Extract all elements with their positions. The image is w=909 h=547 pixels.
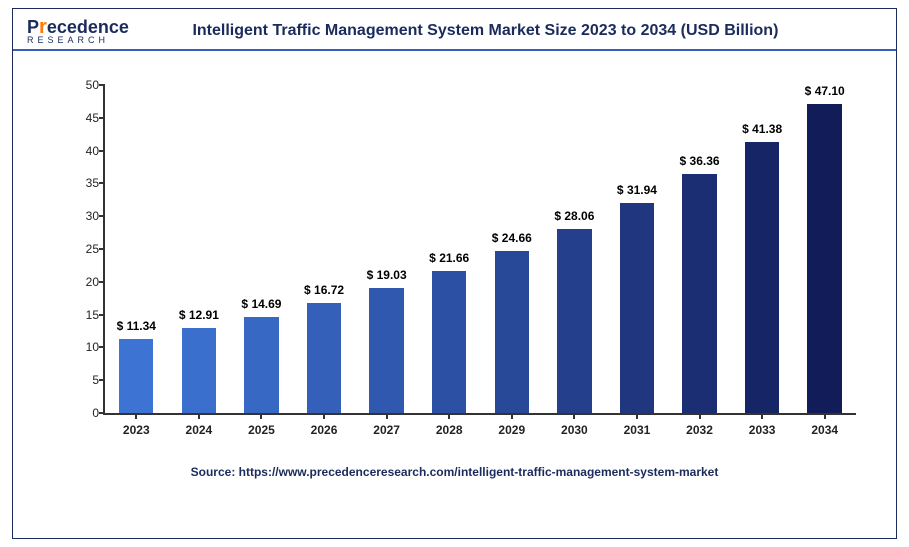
bar [119,339,153,413]
plot-region: 05101520253035404550$ 11.342023$ 12.9120… [103,85,856,415]
x-tick-label: 2024 [186,423,213,437]
x-tick-mark [699,413,701,419]
y-tick-label: 25 [71,242,99,256]
x-tick-mark [386,413,388,419]
bar-value-label: $ 24.66 [492,231,532,245]
logo-pre: P [27,18,39,36]
logo-post: ecedence [47,18,129,36]
y-tick-label: 15 [71,308,99,322]
y-tick-label: 45 [71,111,99,125]
x-tick-label: 2033 [749,423,776,437]
bar [682,174,716,413]
x-tick-label: 2027 [373,423,400,437]
x-tick-label: 2023 [123,423,150,437]
y-tick-label: 5 [71,373,99,387]
x-tick-label: 2032 [686,423,713,437]
logo: Precedence RESEARCH [27,17,149,45]
y-tick-mark [99,379,105,381]
bar-value-label: $ 41.38 [742,122,782,136]
y-tick-mark [99,117,105,119]
bar [557,229,591,413]
x-tick-mark [761,413,763,419]
bar [432,271,466,413]
y-tick-label: 20 [71,275,99,289]
y-tick-label: 40 [71,144,99,158]
y-tick-mark [99,346,105,348]
bar-value-label: $ 31.94 [617,183,657,197]
chart-card: Precedence RESEARCH Intelligent Traffic … [12,8,897,539]
y-tick-label: 10 [71,340,99,354]
y-tick-mark [99,84,105,86]
bar-value-label: $ 16.72 [304,283,344,297]
y-tick-label: 30 [71,209,99,223]
y-tick-label: 35 [71,176,99,190]
y-tick-mark [99,150,105,152]
bar [182,328,216,413]
logo-sub: RESEARCH [27,35,149,45]
bar [244,317,278,413]
bar [620,203,654,413]
source-text: Source: https://www.precedenceresearch.c… [13,465,896,479]
bar-value-label: $ 19.03 [367,268,407,282]
x-tick-mark [824,413,826,419]
x-tick-label: 2030 [561,423,588,437]
x-tick-label: 2034 [811,423,838,437]
bar-value-label: $ 11.34 [117,319,156,333]
bar [369,288,403,413]
bar-value-label: $ 12.91 [179,308,219,322]
y-tick-mark [99,412,105,414]
y-tick-mark [99,182,105,184]
x-tick-label: 2025 [248,423,275,437]
x-tick-mark [448,413,450,419]
x-tick-label: 2028 [436,423,463,437]
x-tick-label: 2026 [311,423,338,437]
bar-value-label: $ 36.36 [680,154,720,168]
x-tick-mark [573,413,575,419]
x-tick-mark [323,413,325,419]
bar-value-label: $ 21.66 [429,251,469,265]
bar-value-label: $ 14.69 [241,297,281,311]
chart-title: Intelligent Traffic Management System Ma… [149,22,882,40]
bar-value-label: $ 28.06 [554,209,594,223]
x-tick-mark [260,413,262,419]
bar [745,142,779,413]
x-tick-mark [198,413,200,419]
y-tick-mark [99,215,105,217]
y-tick-mark [99,314,105,316]
x-tick-mark [636,413,638,419]
x-tick-mark [511,413,513,419]
chart-area: 05101520253035404550$ 11.342023$ 12.9120… [73,75,866,455]
y-tick-label: 50 [71,78,99,92]
x-tick-label: 2029 [498,423,525,437]
bar [495,251,529,413]
x-tick-mark [135,413,137,419]
y-tick-label: 0 [71,406,99,420]
bar [307,303,341,413]
x-tick-label: 2031 [624,423,651,437]
header: Precedence RESEARCH Intelligent Traffic … [13,9,896,51]
bar [807,104,841,413]
logo-accent: r [39,17,47,37]
y-tick-mark [99,248,105,250]
y-tick-mark [99,281,105,283]
bar-value-label: $ 47.10 [805,84,845,98]
